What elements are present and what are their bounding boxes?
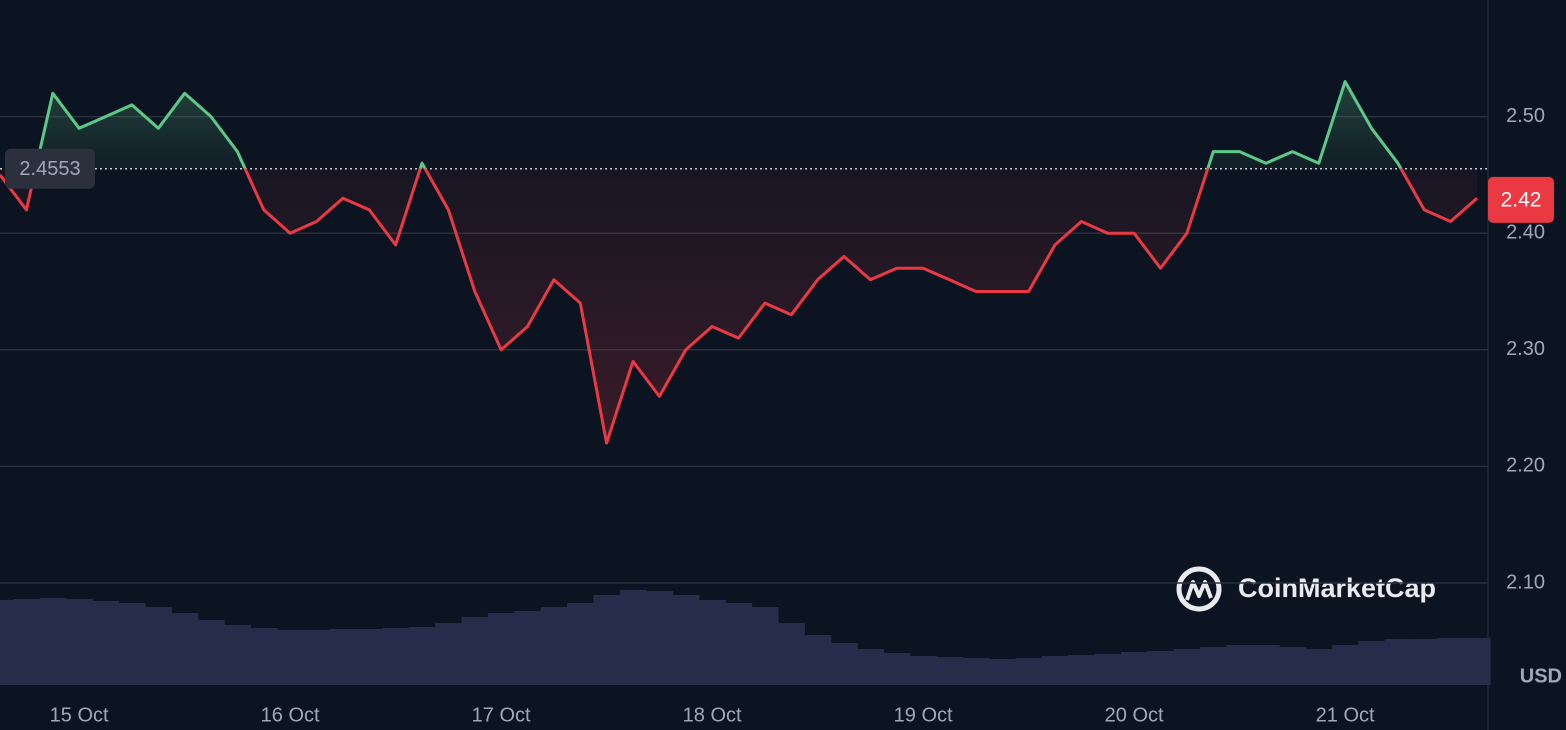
area-fill — [0, 81, 1477, 444]
reference-label: 2.4553 — [19, 158, 80, 180]
volume-bar — [276, 630, 304, 685]
y-tick-label: 2.20 — [1506, 455, 1545, 477]
price-line — [0, 80, 1478, 445]
volume-bar — [461, 617, 489, 685]
volume-bar — [857, 649, 885, 685]
volume-bar — [672, 595, 700, 685]
reference-label-box — [5, 148, 95, 189]
volume-bar — [224, 625, 252, 685]
volume-bar — [145, 607, 172, 685]
volume-bar — [435, 623, 463, 685]
volume-bar — [250, 628, 278, 685]
volume-bar — [1226, 645, 1254, 685]
watermark-text: CoinMarketCap — [1238, 573, 1436, 603]
volume-bar — [514, 611, 542, 685]
volume-bar — [382, 628, 410, 685]
x-tick-label: 21 Oct — [1316, 704, 1375, 726]
volume-bar — [1120, 652, 1148, 685]
volume-bar — [1305, 649, 1333, 685]
x-tick-label: 19 Oct — [894, 704, 953, 726]
volume-bar — [65, 599, 93, 685]
volume-bar — [1463, 638, 1491, 685]
volume-bar — [1147, 651, 1175, 685]
volume-bar — [13, 599, 41, 685]
y-tick-label: 2.50 — [1506, 105, 1545, 127]
volume-bar — [1015, 658, 1043, 685]
volume-bar — [1437, 638, 1465, 685]
volume-bar — [698, 600, 726, 685]
volume-bar — [567, 603, 594, 685]
volume-bar — [830, 643, 858, 685]
volume-bar — [751, 607, 779, 685]
logo — [1185, 580, 1213, 601]
volume-bar — [1068, 655, 1096, 685]
volume-bar — [1279, 647, 1307, 685]
volume-bar — [1411, 639, 1438, 685]
volume-bar — [619, 590, 647, 685]
volume-bar — [1252, 645, 1280, 685]
logo — [1176, 566, 1222, 612]
y-tick-label: 2.30 — [1506, 338, 1545, 360]
volume-bar — [171, 613, 199, 685]
volume-bar — [989, 659, 1016, 685]
volume-bar — [936, 657, 964, 685]
volume-bar — [0, 600, 14, 685]
volume-bar — [1041, 656, 1069, 685]
currency-label: USD — [1520, 665, 1562, 687]
x-tick-label: 20 Oct — [1105, 704, 1164, 726]
volume-bar — [487, 613, 515, 685]
volume-bar — [804, 635, 832, 685]
volume-bar — [1094, 654, 1122, 685]
volume-bar — [39, 598, 67, 685]
volume-bar — [303, 630, 331, 685]
y-tick-label: 2.40 — [1506, 221, 1545, 243]
volume-bar — [197, 620, 225, 685]
watermark: CoinMarketCap — [1176, 566, 1436, 612]
volume-bar — [1173, 649, 1201, 685]
volume-bar — [1200, 647, 1227, 685]
volume-bar — [356, 629, 383, 685]
x-tick-label: 15 Oct — [50, 704, 109, 726]
volume-bar — [646, 591, 674, 685]
x-tick-label: 16 Oct — [261, 704, 320, 726]
volume-bar — [778, 623, 805, 685]
volume-bar — [329, 629, 357, 685]
volume-bar — [92, 601, 120, 685]
x-tick-label: 17 Oct — [472, 704, 531, 726]
volume-bar — [962, 658, 990, 685]
volume-bar — [1384, 639, 1412, 685]
y-tick-label: 2.10 — [1506, 571, 1545, 593]
volume-bar — [1358, 641, 1386, 685]
last-price-label: 2.42 — [1501, 188, 1542, 211]
volume-bar — [593, 595, 621, 685]
volume-bar — [909, 656, 937, 685]
volume-bar — [725, 603, 753, 685]
volume-bar — [408, 627, 436, 685]
last-price-box — [1488, 176, 1554, 223]
volume-bar — [540, 607, 568, 685]
x-tick-label: 18 Oct — [683, 704, 742, 726]
volume-bar — [1331, 645, 1359, 685]
volume-bar — [883, 653, 911, 685]
volume-bar — [118, 603, 146, 685]
